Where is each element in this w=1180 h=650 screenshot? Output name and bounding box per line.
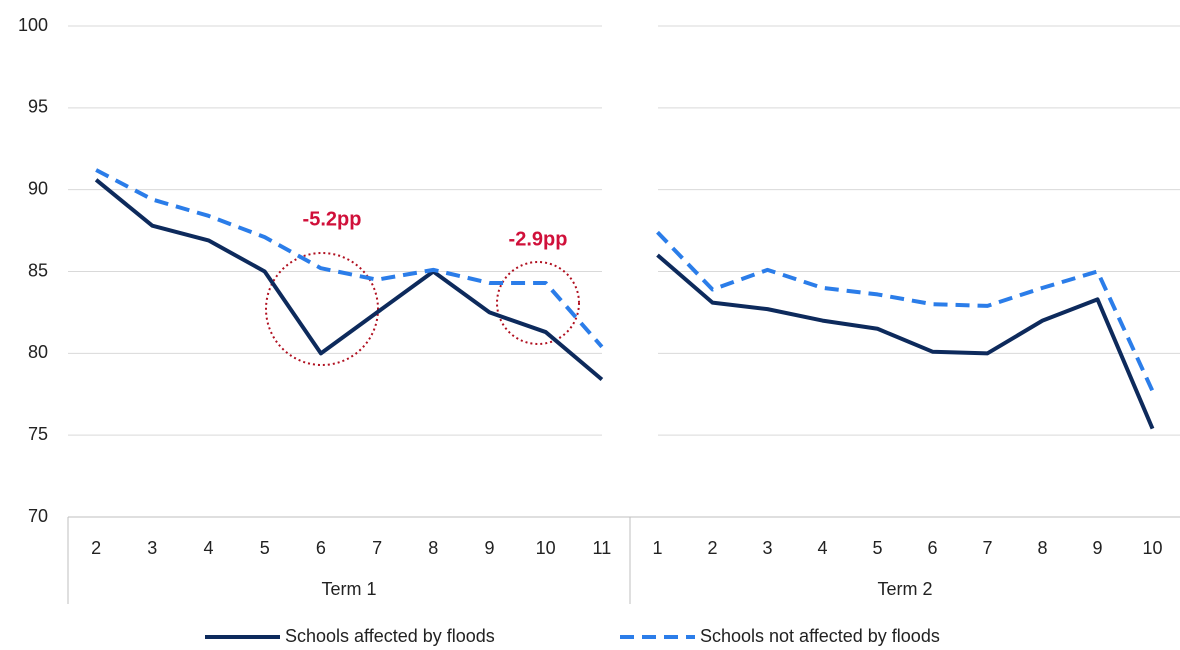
series-line bbox=[656, 253, 1155, 430]
x-tick-label: 8 bbox=[1037, 538, 1047, 558]
group-label: Term 2 bbox=[877, 579, 932, 599]
legend-label: Schools not affected by floods bbox=[700, 626, 940, 646]
x-tick-label: 10 bbox=[536, 538, 556, 558]
x-tick-label: 3 bbox=[762, 538, 772, 558]
x-tick-label: 1 bbox=[652, 538, 662, 558]
y-tick-label: 70 bbox=[28, 506, 48, 526]
x-tick-label: 6 bbox=[927, 538, 937, 558]
x-tick-label: 9 bbox=[1092, 538, 1102, 558]
y-tick-label: 85 bbox=[28, 260, 48, 280]
annotation: -5.2pp bbox=[303, 208, 362, 230]
y-tick-label: 75 bbox=[28, 424, 48, 444]
series-line bbox=[95, 168, 604, 349]
highlight-circle bbox=[265, 252, 379, 366]
x-tick-label: 5 bbox=[260, 538, 270, 558]
y-tick-label: 90 bbox=[28, 178, 48, 198]
x-tick-label: 5 bbox=[872, 538, 882, 558]
x-tick-label: 10 bbox=[1142, 538, 1162, 558]
x-tick-label: 2 bbox=[707, 538, 717, 558]
x-tick-label: 7 bbox=[982, 538, 992, 558]
annotation: -2.9pp bbox=[509, 228, 568, 250]
x-tick-label: 4 bbox=[203, 538, 213, 558]
x-tick-label: 8 bbox=[428, 538, 438, 558]
legend-label: Schools affected by floods bbox=[285, 626, 495, 646]
highlight-circle bbox=[496, 261, 580, 345]
x-tick-label: 11 bbox=[593, 538, 612, 558]
series-line bbox=[656, 230, 1155, 392]
x-tick-label: 2 bbox=[91, 538, 101, 558]
x-tick-label: 7 bbox=[372, 538, 382, 558]
x-tick-label: 9 bbox=[484, 538, 494, 558]
group-label: Term 1 bbox=[321, 579, 376, 599]
y-tick-label: 95 bbox=[28, 97, 48, 117]
series-line bbox=[94, 178, 604, 382]
x-tick-label: 4 bbox=[817, 538, 827, 558]
y-tick-label: 80 bbox=[28, 342, 48, 362]
x-tick-label: 6 bbox=[316, 538, 326, 558]
x-tick-label: 3 bbox=[147, 538, 157, 558]
y-tick-label: 100 bbox=[18, 15, 48, 35]
